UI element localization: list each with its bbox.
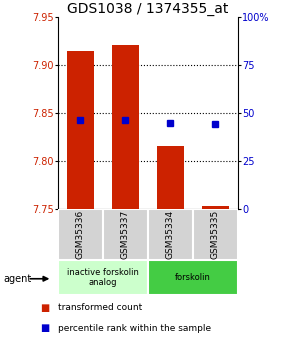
Bar xyxy=(58,209,103,260)
Bar xyxy=(202,206,229,209)
Text: GSM35337: GSM35337 xyxy=(121,210,130,259)
Text: forskolin: forskolin xyxy=(175,273,211,282)
Text: transformed count: transformed count xyxy=(58,303,142,312)
Text: GSM35336: GSM35336 xyxy=(76,210,85,259)
Text: ■: ■ xyxy=(41,303,50,313)
Text: ■: ■ xyxy=(41,324,50,333)
Text: inactive forskolin
analog: inactive forskolin analog xyxy=(67,268,139,287)
Text: GSM35335: GSM35335 xyxy=(211,210,220,259)
Bar xyxy=(103,209,148,260)
Bar xyxy=(148,260,238,295)
Text: agent: agent xyxy=(3,274,31,284)
Bar xyxy=(193,209,238,260)
Bar xyxy=(58,260,148,295)
Text: percentile rank within the sample: percentile rank within the sample xyxy=(58,324,211,333)
Title: GDS1038 / 1374355_at: GDS1038 / 1374355_at xyxy=(67,2,229,16)
Bar xyxy=(148,209,193,260)
Bar xyxy=(67,51,94,209)
Bar xyxy=(157,147,184,209)
Bar xyxy=(112,45,139,209)
Text: GSM35334: GSM35334 xyxy=(166,210,175,259)
